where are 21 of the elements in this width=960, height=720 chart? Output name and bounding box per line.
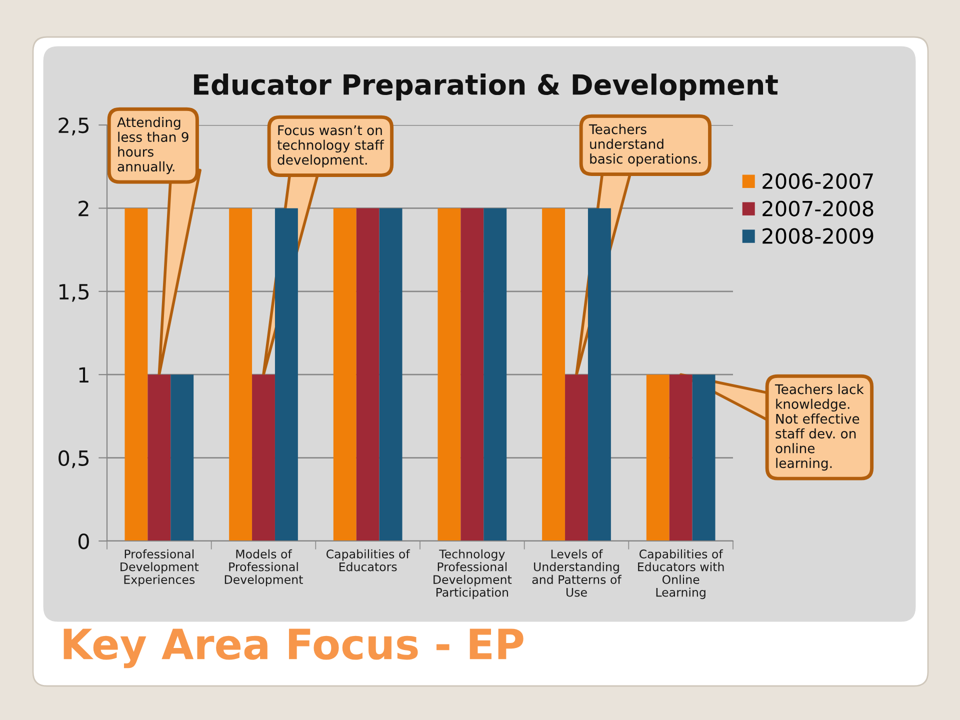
y-tick-label: 0,5 <box>58 450 89 468</box>
x-tick-label: Models of Professional Development <box>224 549 303 586</box>
y-tick-label: 0 <box>78 533 89 550</box>
y-tick-label: 1 <box>79 367 88 383</box>
y-tick-label: 2 <box>78 200 88 216</box>
x-tick-label: Capabilities of Educators with Online Learning <box>638 549 724 600</box>
x-tick-label: Capabilities of Educators <box>326 549 410 572</box>
annotation: Focus wasn’t on technology staff development. <box>277 125 384 168</box>
x-tick-label: Levels of Understanding and Patterns of Use <box>532 549 622 597</box>
x-tick-label: Professional Development Experiences <box>120 549 199 586</box>
legend-label: 2008-2009 <box>762 228 874 244</box>
annotation: Teachers understand basic operations. <box>588 124 700 166</box>
x-tick-label: Technology Professional Development Participation <box>434 549 512 600</box>
y-tick-label: 2,5 <box>58 117 89 136</box>
legend-label: 2006-2007 <box>762 173 873 189</box>
text: Key Area Focus - EP <box>64 628 524 668</box>
chart-title: Educator Preparation & Development <box>194 74 778 100</box>
legend-label: 2007-2008 <box>762 200 874 216</box>
y-tick-label: 1,5 <box>59 284 89 302</box>
annotation: Teachers lack knowledge. Not effective staff dev. on online learning. <box>774 384 864 471</box>
annotation: Attending less than 9 hours annually. <box>117 117 188 174</box>
